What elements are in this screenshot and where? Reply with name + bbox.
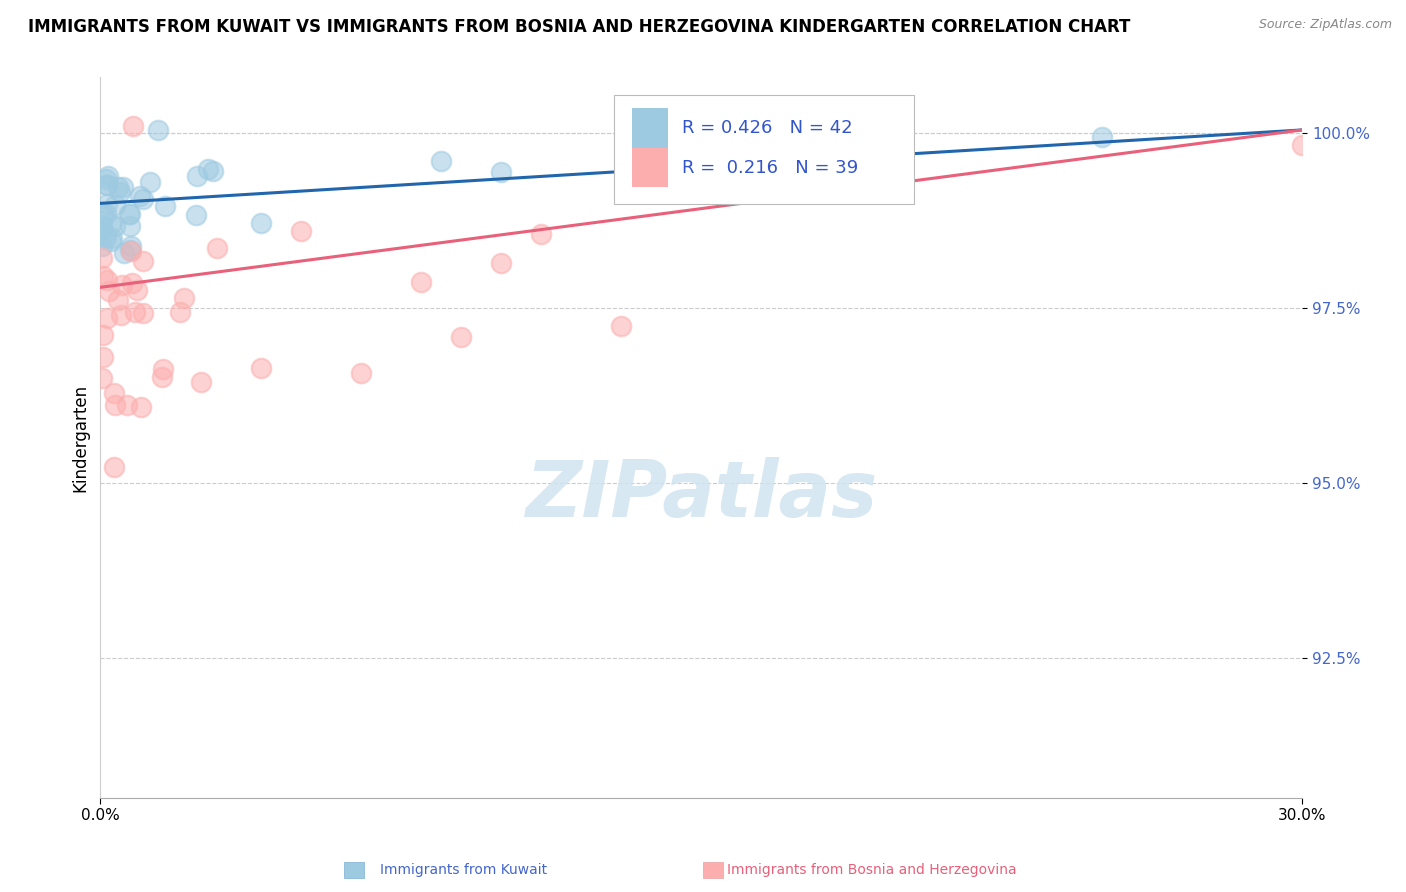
Point: [489, 256, 512, 270]
Point: [290, 224, 312, 238]
FancyBboxPatch shape: [631, 108, 668, 148]
Point: [103, 398, 125, 412]
Point: [91, 251, 114, 265]
Point: [1291, 137, 1313, 152]
Point: [110, 308, 132, 322]
Text: IMMIGRANTS FROM KUWAIT VS IMMIGRANTS FROM BOSNIA AND HERZEGOVINA KINDERGARTEN CO: IMMIGRANTS FROM KUWAIT VS IMMIGRANTS FRO…: [28, 18, 1130, 36]
Point: [249, 360, 271, 375]
Point: [118, 207, 141, 221]
Point: [100, 218, 122, 232]
Point: [810, 178, 832, 192]
Point: [107, 180, 129, 194]
Y-axis label: Kindergarten: Kindergarten: [72, 384, 89, 491]
Point: [129, 400, 152, 414]
Point: [111, 277, 134, 292]
Point: [197, 162, 219, 177]
Point: [91, 218, 114, 232]
Point: [91, 350, 114, 364]
Point: [1091, 129, 1114, 144]
Point: [103, 386, 125, 401]
Text: R =  0.216   N = 39: R = 0.216 N = 39: [682, 159, 858, 177]
Point: [97, 284, 120, 298]
Point: [186, 169, 208, 184]
Point: [153, 198, 176, 212]
Point: [97, 169, 120, 184]
Point: [121, 277, 143, 291]
Point: [96, 311, 118, 326]
Point: [103, 460, 125, 475]
Point: [249, 216, 271, 230]
Point: [96, 196, 118, 211]
Point: [115, 398, 138, 412]
Point: [112, 180, 135, 194]
Point: [205, 241, 228, 255]
Point: [91, 328, 114, 343]
Point: [120, 244, 142, 258]
Point: [107, 293, 129, 307]
Point: [450, 330, 472, 344]
Point: [101, 230, 124, 244]
Point: [152, 362, 174, 376]
Point: [350, 366, 373, 380]
Text: R = 0.426   N = 42: R = 0.426 N = 42: [682, 119, 852, 136]
Point: [120, 243, 142, 257]
Point: [138, 175, 160, 189]
Text: Source: ZipAtlas.com: Source: ZipAtlas.com: [1258, 18, 1392, 31]
Point: [96, 172, 118, 186]
Point: [430, 154, 453, 169]
Point: [122, 120, 145, 134]
Point: [146, 123, 169, 137]
Point: [104, 219, 127, 233]
Point: [91, 208, 114, 222]
Point: [124, 304, 146, 318]
Point: [201, 164, 224, 178]
Point: [118, 207, 141, 221]
Point: [96, 273, 118, 287]
Point: [96, 178, 118, 192]
Point: [150, 370, 173, 384]
Point: [184, 208, 207, 222]
Point: [94, 231, 117, 245]
Point: [91, 238, 114, 252]
Point: [91, 371, 114, 385]
Point: [610, 318, 633, 333]
Point: [91, 269, 114, 284]
Text: Immigrants from Bosnia and Herzegovina: Immigrants from Bosnia and Herzegovina: [727, 863, 1017, 877]
Point: [131, 254, 153, 268]
Point: [530, 227, 553, 241]
Point: [173, 291, 195, 305]
Point: [112, 245, 135, 260]
Point: [120, 238, 142, 252]
Point: [94, 207, 117, 221]
Point: [91, 220, 114, 235]
Point: [100, 234, 122, 248]
Point: [108, 186, 131, 200]
Point: [118, 219, 141, 233]
FancyBboxPatch shape: [613, 95, 914, 203]
Point: [131, 192, 153, 206]
Point: [125, 283, 148, 297]
Text: Immigrants from Kuwait: Immigrants from Kuwait: [381, 863, 547, 877]
Point: [190, 375, 212, 389]
Point: [409, 276, 432, 290]
Point: [132, 306, 155, 320]
Point: [94, 227, 117, 242]
Text: ZIPatlas: ZIPatlas: [526, 458, 877, 533]
Point: [169, 305, 191, 319]
Point: [96, 178, 118, 192]
Point: [128, 189, 150, 203]
Point: [104, 198, 127, 212]
Point: [489, 164, 512, 178]
FancyBboxPatch shape: [631, 148, 668, 187]
